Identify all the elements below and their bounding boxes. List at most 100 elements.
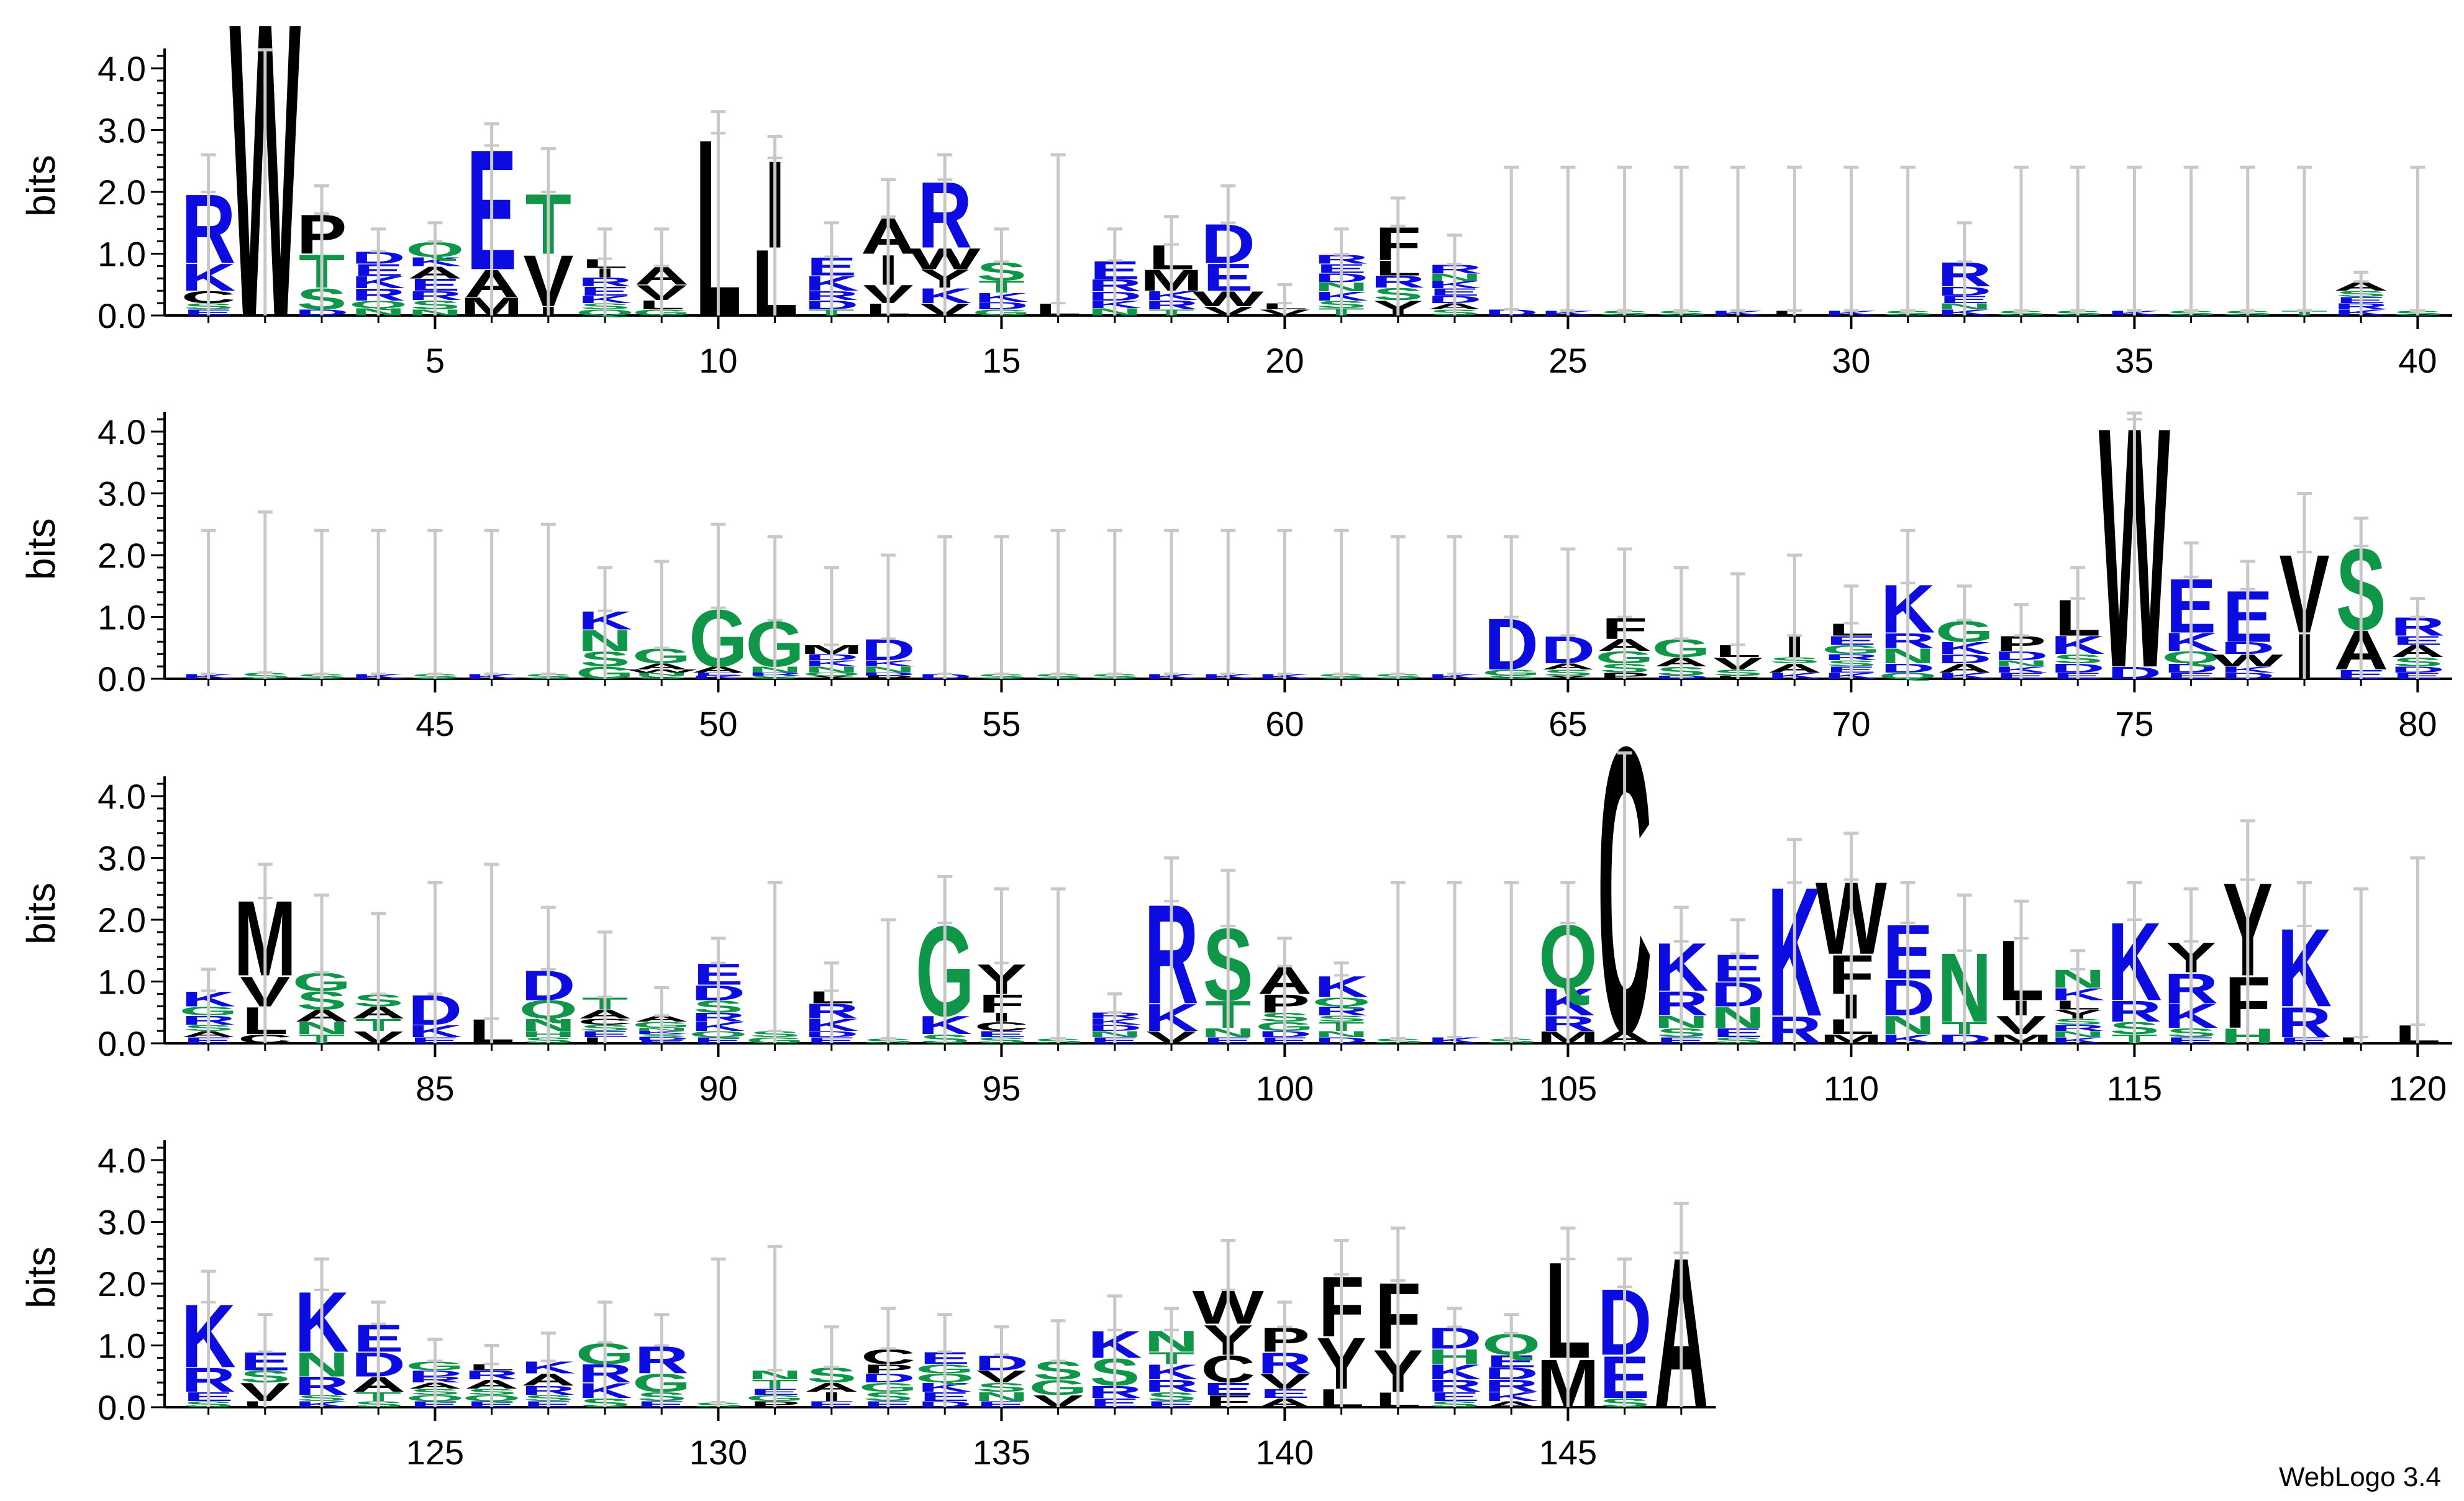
- y-tick-label: 0.0: [98, 1024, 146, 1063]
- y-tick-label: 3.0: [98, 474, 146, 514]
- x-tick-label: 15: [982, 341, 1021, 380]
- position-143-stack: SERKHD: [1427, 1307, 1482, 1409]
- position-24-stack: D: [1484, 165, 1539, 317]
- position-86-stack: L: [468, 862, 515, 1051]
- position-41-stack: K: [181, 528, 236, 680]
- position-69-stack: KASI: [1767, 553, 1822, 681]
- position-59-stack: K: [1201, 528, 1255, 680]
- position-2-stack: W: [229, 0, 301, 406]
- position-144-stack: AKRDEQ: [1482, 1313, 1541, 1409]
- x-tick-label: 90: [699, 1069, 737, 1108]
- position-67-stack: DSAG: [1652, 566, 1711, 680]
- position-76-stack: EDQKE: [2162, 541, 2221, 681]
- position-53-stack: PDNKD: [861, 553, 916, 680]
- position-138-stack: ESRKTN: [1144, 1307, 1199, 1409]
- y-tick-label: 2.0: [98, 1264, 146, 1304]
- position-75-stack: DW: [2099, 356, 2171, 739]
- y-tick-label: 4.0: [98, 412, 146, 451]
- logo-row-4: 0.0 1.0 2.0 3.0 4.0 bits 125 130 135 140 145 SERKLV…: [19, 1140, 1716, 1472]
- position-117-stack: HFY: [2221, 819, 2275, 1048]
- position-93-stack: S: [863, 918, 914, 1045]
- y-tick-label: 4.0: [98, 777, 146, 816]
- position-121-stack: SERK: [181, 1269, 236, 1409]
- y-tick-label: 3.0: [98, 1203, 146, 1242]
- position-51-stack: SRNG: [745, 535, 804, 680]
- position-102-stack: S: [1373, 881, 1423, 1045]
- position-129-stack: ESGR: [632, 1313, 691, 1409]
- position-12-stack: TDRKE: [804, 221, 859, 317]
- position-42-stack: S: [240, 510, 290, 681]
- x-tick-label: 50: [699, 704, 737, 743]
- position-57-stack: S: [1089, 528, 1140, 680]
- position-83-stack: TNASG: [293, 893, 351, 1046]
- position-39-stack: KRESA: [2334, 270, 2388, 317]
- position-66-stack: PSGAF: [1595, 547, 1654, 681]
- x-tick-label: 120: [2389, 1069, 2447, 1108]
- position-34-stack: S: [2053, 165, 2103, 317]
- position-33-stack: S: [1996, 165, 2047, 317]
- position-98-stack: VKR: [1144, 856, 1199, 1047]
- y-tick-label: 4.0: [98, 1141, 146, 1180]
- x-tick-label: 130: [689, 1433, 747, 1472]
- y-tick-label: 2.0: [98, 173, 146, 212]
- y-tick-label: 0.0: [98, 660, 146, 699]
- position-52-stack: YQNKDM: [800, 566, 863, 680]
- position-30-stack: K: [1824, 165, 1878, 317]
- position-104-stack: S: [1486, 881, 1537, 1045]
- position-128-stack: SKRG: [576, 1300, 634, 1410]
- x-tick-label: 125: [406, 1433, 464, 1472]
- position-17-stack: NKDRE: [1088, 227, 1142, 318]
- y-axis-title: bits: [19, 518, 63, 580]
- position-9-stack: GLVA: [632, 227, 691, 317]
- position-3-stack: DSTP: [294, 184, 349, 317]
- position-79-stack: EAS: [2334, 516, 2388, 682]
- x-tick-label: 25: [1548, 341, 1587, 380]
- position-6-stack: MAE: [460, 115, 523, 321]
- position-16-stack: L: [1035, 153, 1081, 319]
- position-20-stack: VL: [1260, 283, 1310, 317]
- logo-row-3: 0.0 1.0 2.0 3.0 4.0 bits 85 90 95 100 105 110 115 120…: [19, 663, 2452, 1118]
- position-123-stack: KSRNK: [294, 1257, 349, 1409]
- position-37-stack: S: [2222, 165, 2273, 317]
- position-63-stack: K: [1427, 535, 1482, 680]
- x-tick-label: 30: [1832, 341, 1870, 380]
- position-44-stack: K: [351, 528, 406, 680]
- position-50-stack: KEAG: [689, 522, 748, 684]
- position-81-stack: EASRGK: [179, 968, 238, 1045]
- position-90-stack: EQKRSDE: [689, 936, 748, 1045]
- position-110-stack: MLIFW: [1816, 832, 1887, 1046]
- y-tick-label: 2.0: [98, 900, 146, 940]
- position-115-stack: TSRK: [2107, 881, 2162, 1046]
- position-147-stack: A: [1654, 1202, 1709, 1453]
- position-45-stack: S: [410, 528, 460, 680]
- x-tick-label: 60: [1265, 704, 1304, 743]
- position-136-stack: VGS: [1029, 1319, 1088, 1411]
- position-140-stack: AEVRP: [1257, 1300, 1312, 1410]
- x-tick-label: 40: [2398, 341, 2437, 380]
- y-tick-label: 0.0: [98, 1388, 146, 1427]
- position-120-stack: L: [2394, 856, 2441, 1049]
- position-60-stack: K: [1257, 528, 1312, 680]
- position-65-stack: YSAD: [1540, 547, 1595, 680]
- weblogo-credit: WebLogo 3.4: [2279, 1462, 2441, 1492]
- position-38-stack: T: [2281, 165, 2327, 317]
- position-89-stack: EDSKNGA: [632, 986, 691, 1045]
- position-29-stack: L: [1771, 165, 1817, 317]
- position-10-stack: L: [695, 86, 741, 369]
- position-92-stack: EDKRL: [804, 961, 859, 1045]
- position-28-stack: K: [1711, 165, 1765, 317]
- position-36-stack: S: [2166, 165, 2216, 317]
- x-tick-label: 135: [973, 1433, 1030, 1472]
- x-tick-label: 85: [416, 1069, 454, 1108]
- position-116-stack: ESKRY: [2164, 887, 2219, 1045]
- x-tick-label: 145: [1539, 1433, 1597, 1472]
- position-142-stack: LYF: [1373, 1226, 1423, 1412]
- y-tick-label: 4.0: [98, 49, 146, 88]
- position-105-stack: MRKQ: [1537, 881, 1599, 1047]
- position-141-stack: LYF: [1316, 1238, 1366, 1413]
- position-124-stack: STADE: [351, 1300, 406, 1409]
- position-70-stack: KESRGEL: [1822, 584, 1881, 681]
- position-94-stack: SKG: [916, 874, 975, 1046]
